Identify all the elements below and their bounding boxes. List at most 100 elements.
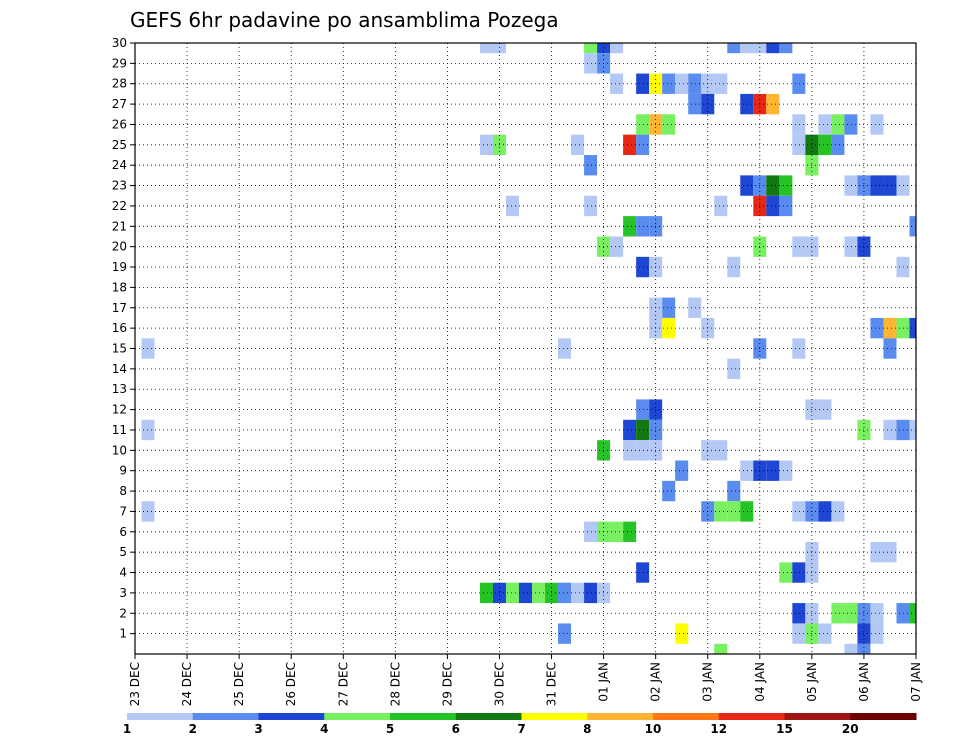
heatmap-cell — [532, 582, 546, 604]
heatmap-cell — [623, 134, 637, 156]
colorbar-swatch — [390, 713, 457, 720]
heatmap-cell — [753, 43, 767, 54]
y-tick-label: 29 — [112, 56, 127, 70]
x-axis: 23 DEC 24 DEC 25 DEC 26 DEC 27 DEC 28 DEC 29 D… — [128, 654, 923, 706]
x-tick-label: 29 DEC — [440, 662, 454, 706]
heatmap-cell — [883, 419, 897, 441]
colorbar-label: 6 — [452, 722, 460, 736]
heatmap-cell — [636, 562, 650, 583]
heatmap-cell — [792, 236, 806, 257]
heatmap-cell — [141, 501, 155, 522]
heatmap-cell — [870, 175, 884, 196]
y-tick-label: 14 — [112, 362, 127, 376]
heatmap-cell — [688, 73, 702, 94]
heatmap-cell — [831, 603, 845, 624]
heatmap-cell — [714, 643, 728, 654]
y-tick-label: 2 — [119, 606, 127, 620]
y-tick-label: 22 — [112, 199, 127, 213]
colorbar-label: 2 — [189, 722, 197, 736]
heatmap-cell — [479, 43, 493, 54]
colorbar-swatch — [587, 713, 654, 720]
heatmap-cell — [662, 114, 676, 135]
heatmap-cell — [779, 195, 793, 217]
heatmap-cell — [636, 256, 650, 278]
y-tick-label: 6 — [119, 525, 127, 539]
heatmap-cell — [584, 43, 598, 54]
colorbar-swatch — [653, 713, 720, 720]
x-tick-label: 31 DEC — [545, 662, 559, 706]
heatmap-cell — [766, 175, 780, 196]
heatmap-cell — [623, 521, 637, 542]
y-tick-label: 23 — [112, 179, 127, 193]
x-tick-label: 23 DEC — [128, 662, 142, 706]
heatmap-cell — [766, 460, 780, 481]
colorbar-swatch — [127, 713, 194, 720]
heatmap-cell — [779, 460, 793, 481]
heatmap-cell — [636, 73, 650, 94]
heatmap-cell — [558, 338, 572, 359]
heatmap-cell — [818, 134, 832, 156]
colorbar-label: 8 — [583, 722, 591, 736]
heatmap-cell — [584, 155, 598, 176]
heatmap-cell — [584, 53, 598, 74]
y-tick-label: 8 — [119, 484, 127, 498]
heatmap-cell — [818, 623, 832, 644]
heatmap-cell — [688, 297, 702, 318]
colorbar-swatch — [258, 713, 325, 720]
colorbar-swatch — [850, 713, 917, 720]
heatmap-cell — [727, 256, 741, 278]
heatmap-cell — [883, 317, 897, 339]
heatmap-cell — [727, 480, 741, 502]
colorbar-label: 1 — [123, 722, 131, 736]
heatmap-cell — [792, 134, 806, 156]
heatmap-cell — [766, 43, 780, 54]
heatmap-cell — [492, 43, 506, 54]
y-tick-label: 7 — [119, 504, 127, 518]
colorbar-label: 12 — [710, 722, 727, 736]
y-tick-label: 4 — [119, 566, 127, 580]
heatmap-cell — [505, 195, 519, 217]
heatmap-cell — [792, 114, 806, 135]
heatmap-cell — [896, 603, 910, 624]
heatmap-cell — [558, 623, 572, 644]
y-tick-label: 13 — [112, 382, 127, 396]
heatmap-cell — [714, 73, 728, 94]
colorbar-swatch — [324, 713, 391, 720]
x-tick-label: 30 DEC — [492, 662, 506, 706]
x-tick-label: 03 JAN — [701, 662, 715, 702]
heatmap-cell — [714, 501, 728, 522]
y-tick-label: 18 — [112, 280, 127, 294]
colorbar-label: 4 — [320, 722, 328, 736]
heatmap-cell — [818, 501, 832, 522]
heatmap-cell — [714, 440, 728, 461]
y-tick-label: 26 — [112, 117, 127, 131]
colorbar-swatch — [521, 713, 588, 720]
x-tick-label: 02 JAN — [649, 662, 663, 702]
heatmap-cell — [844, 643, 858, 654]
y-tick-label: 28 — [112, 77, 127, 91]
heatmap-cell — [740, 43, 754, 54]
heatmap-cell — [766, 195, 780, 217]
y-tick-label: 19 — [112, 260, 127, 274]
y-tick-label: 25 — [112, 138, 127, 152]
heatmap-cell — [636, 216, 650, 237]
heatmap-cell — [883, 541, 897, 563]
heatmap-cell — [636, 134, 650, 156]
colorbar-swatch — [192, 713, 259, 720]
heatmap-cell — [870, 541, 884, 563]
heatmap-cell — [792, 623, 806, 644]
heatmap-cell — [479, 582, 493, 604]
y-tick-label: 15 — [112, 342, 127, 356]
heatmap-cell — [623, 216, 637, 237]
heatmap-cell — [558, 582, 572, 604]
heatmap-cell — [792, 73, 806, 94]
heatmap-cell — [792, 501, 806, 522]
heatmap-cell — [662, 317, 676, 339]
heatmap-cell — [597, 43, 611, 54]
x-tick-label: 06 JAN — [857, 662, 871, 702]
heatmap-cell — [610, 73, 624, 94]
heatmap-cell — [792, 562, 806, 583]
y-tick-label: 5 — [119, 545, 127, 559]
heatmap-cell — [909, 317, 916, 339]
y-axis: 1234567891011121314151617181920212223242… — [112, 36, 135, 641]
